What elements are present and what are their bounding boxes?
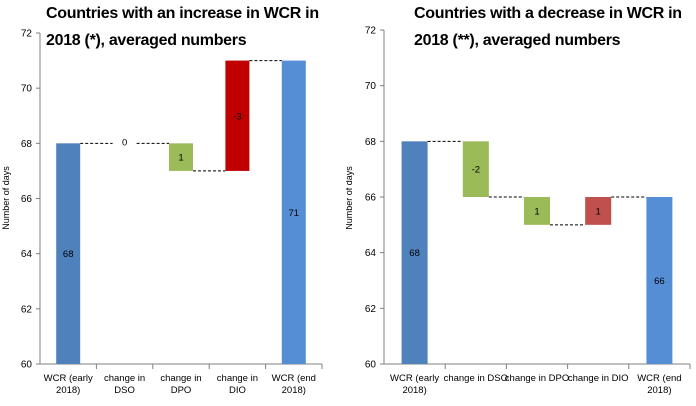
waterfall-bar bbox=[462, 141, 489, 197]
chart-decrease-wcr: Countries with a decrease in WCR in 2018… bbox=[346, 0, 696, 406]
waterfall-bar bbox=[524, 197, 550, 225]
y-axis-label: Number of days bbox=[1, 166, 11, 230]
x-tick-label: change in bbox=[160, 373, 201, 384]
y-tick-label: 70 bbox=[365, 81, 377, 92]
y-tick-label: 60 bbox=[365, 360, 377, 371]
y-tick-label: 68 bbox=[365, 137, 377, 148]
x-tick-label: DSO bbox=[114, 385, 135, 396]
x-tick-label: change in DPO bbox=[505, 373, 569, 384]
x-tick-label: 2018) bbox=[402, 385, 426, 396]
x-tick-label: 2018) bbox=[647, 385, 671, 396]
chart-title-line-1: Countries with a decrease in WCR in bbox=[414, 5, 682, 22]
data-label: 71 bbox=[289, 208, 300, 219]
y-tick-label: 72 bbox=[365, 26, 377, 37]
x-tick-label: 2018) bbox=[282, 385, 306, 396]
data-label: 68 bbox=[63, 249, 74, 260]
data-label: -2 bbox=[472, 165, 480, 176]
x-tick-label: WCR (early bbox=[44, 373, 93, 384]
y-tick-label: 64 bbox=[365, 248, 377, 259]
waterfall-bar bbox=[225, 60, 250, 171]
y-axis-label: Number of days bbox=[346, 166, 354, 230]
x-tick-label: change in DIO bbox=[568, 373, 629, 384]
x-tick-label: DPO bbox=[171, 385, 192, 396]
data-label: 68 bbox=[409, 248, 420, 259]
y-tick-label: 60 bbox=[21, 360, 33, 371]
chart-title-line-1: Countries with an increase in WCR in bbox=[46, 5, 319, 22]
waterfall-bar bbox=[169, 143, 193, 171]
chart-title: Countries with a decrease in WCR in 2018… bbox=[414, 0, 696, 54]
y-tick-label: 66 bbox=[21, 194, 33, 205]
data-label: 66 bbox=[654, 276, 665, 287]
waterfall-bar bbox=[401, 141, 428, 364]
x-tick-label: WCR (early bbox=[390, 373, 439, 384]
x-tick-label: WCR (end bbox=[637, 373, 681, 384]
y-tick-label: 62 bbox=[365, 304, 377, 315]
y-tick-label: 62 bbox=[21, 304, 33, 315]
data-label: -3 bbox=[233, 111, 241, 122]
waterfall-bar bbox=[646, 197, 673, 364]
chart-title-line-2: 2018 (*), averaged numbers bbox=[46, 32, 247, 49]
waterfall-bar bbox=[585, 197, 612, 225]
x-tick-label: DIO bbox=[229, 385, 246, 396]
y-tick-label: 68 bbox=[21, 139, 33, 150]
data-label: 1 bbox=[534, 206, 539, 217]
x-tick-label: WCR (end bbox=[272, 373, 316, 384]
chart-title-line-2: 2018 (**), averaged numbers bbox=[414, 32, 621, 49]
chart-title: Countries with an increase in WCR in 201… bbox=[46, 0, 346, 54]
y-tick-label: 64 bbox=[21, 249, 33, 260]
y-tick-label: 66 bbox=[365, 193, 377, 204]
y-tick-label: 70 bbox=[21, 84, 33, 95]
chart-increase-wcr: Countries with an increase in WCR in 201… bbox=[0, 0, 346, 406]
x-tick-label: change in bbox=[104, 373, 145, 384]
waterfall-bar bbox=[56, 143, 81, 364]
x-tick-label: change in DSO bbox=[444, 373, 508, 384]
x-tick-label: change in bbox=[217, 373, 258, 384]
data-label: 1 bbox=[178, 153, 183, 164]
data-label: 0 bbox=[122, 137, 127, 148]
waterfall-bar bbox=[281, 60, 306, 364]
x-tick-label: 2018) bbox=[56, 385, 80, 396]
y-tick-label: 72 bbox=[21, 29, 33, 40]
data-label: 1 bbox=[596, 206, 601, 217]
